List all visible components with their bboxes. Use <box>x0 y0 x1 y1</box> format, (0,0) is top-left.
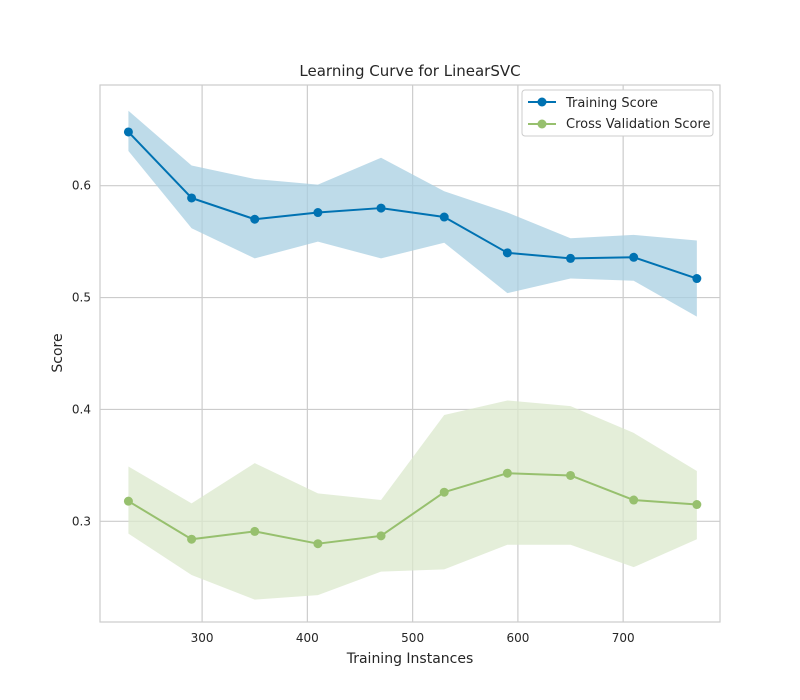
series-lines <box>127 131 698 545</box>
training-score-point <box>250 214 260 224</box>
plot-frame <box>99 84 721 623</box>
x-tick-label: 700 <box>612 631 635 645</box>
y-tick-label: 0.5 <box>72 291 91 305</box>
legend-training-marker <box>537 97 547 107</box>
legend-cv-marker <box>537 119 547 129</box>
training-score-point <box>629 252 639 262</box>
cv-score-point <box>439 487 449 497</box>
training-score-point <box>123 127 133 137</box>
x-tick-label: 500 <box>401 631 424 645</box>
legend: Training Score Cross Validation Score <box>521 89 714 137</box>
legend-training-label: Training Score <box>565 96 658 111</box>
cv-score-point <box>376 531 386 541</box>
y-tick-label: 0.3 <box>72 514 91 528</box>
y-tick-label: 0.4 <box>72 402 91 416</box>
training-score-point <box>313 208 323 218</box>
cv-score-point <box>123 496 133 506</box>
training-score-point <box>187 193 197 203</box>
legend-cv-label: Cross Validation Score <box>566 117 711 132</box>
series-points <box>123 127 702 549</box>
x-tick-label: 400 <box>296 631 319 645</box>
training-score-point <box>376 203 386 213</box>
cv-score-point <box>250 526 260 536</box>
x-axis-label: Training Instances <box>346 651 474 667</box>
chart-title: Learning Curve for LinearSVC <box>299 62 520 80</box>
cv-score-point <box>629 495 639 505</box>
cv-confidence-band <box>128 400 697 600</box>
training-confidence-band <box>128 110 697 317</box>
training-score-point <box>502 248 512 258</box>
cv-score-point <box>187 534 197 544</box>
cv-score-point <box>313 539 323 549</box>
confidence-bands <box>128 110 697 600</box>
training-score-point <box>692 274 702 284</box>
training-score-point <box>566 253 576 263</box>
training-score-point <box>439 212 449 222</box>
x-tick-label: 300 <box>191 631 214 645</box>
cv-score-point <box>502 468 512 478</box>
y-tick-label: 0.6 <box>72 179 91 193</box>
training-score-line <box>127 131 698 280</box>
legend-box <box>521 89 714 137</box>
x-tick-label: 600 <box>506 631 529 645</box>
cv-score-point <box>566 470 576 480</box>
y-axis-label: Score <box>50 333 66 372</box>
tick-labels: 300 400 500 600 700 0.3 0.4 0.5 0.6 <box>72 179 635 645</box>
cv-score-line <box>127 472 697 545</box>
cv-score-point <box>692 500 702 510</box>
